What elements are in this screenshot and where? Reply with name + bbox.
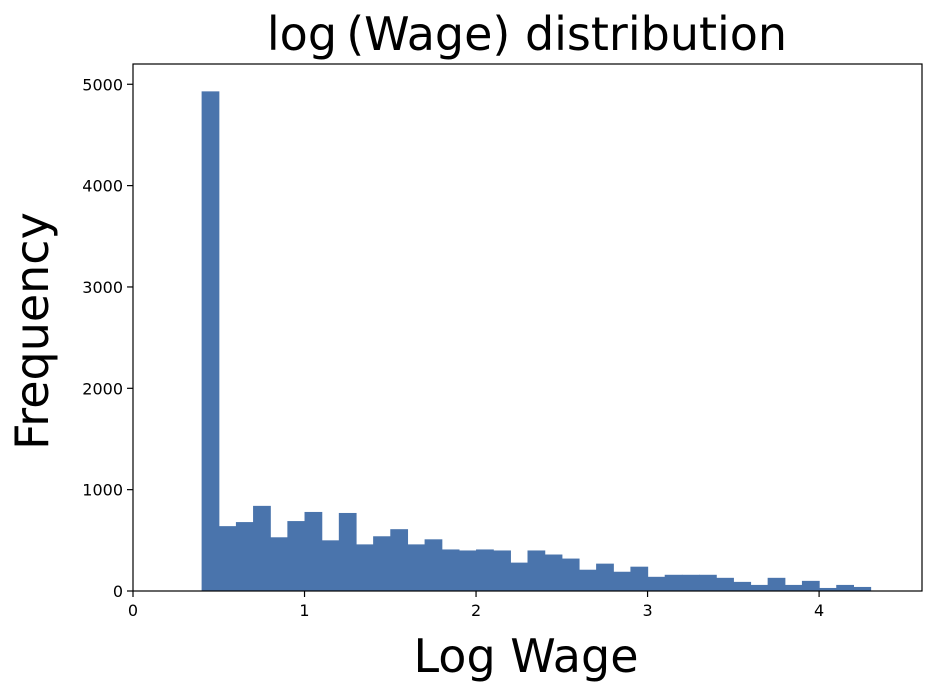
y-tick-label: 1000 [82,481,123,500]
histogram-bar [321,540,340,591]
y-axis-ticks: 0 1000 2000 3000 4000 5000 [82,75,133,601]
histogram-bar [544,554,563,591]
histogram-bar [424,539,443,591]
x-tick-label: 1 [299,601,309,620]
histogram-bar [699,574,717,591]
histogram-bar [201,91,220,591]
histogram-bar [561,558,580,591]
x-tick-label: 0 [128,601,138,620]
histogram-bar [750,584,769,591]
histogram-bar [270,537,288,591]
histogram-bar [767,577,786,591]
histogram-bar [853,586,872,591]
x-tick-label: 3 [642,601,652,620]
histogram-bar [476,549,494,591]
histogram-bar [253,505,271,591]
histogram-bar [218,526,237,591]
histogram-bar [493,550,511,591]
histogram-bar [578,569,597,591]
bars-group [201,91,872,591]
histogram-bar [647,576,666,591]
y-tick-label: 3000 [82,278,123,297]
y-tick-label: 5000 [82,75,123,94]
histogram-bar [681,574,700,591]
histogram-bar [304,511,323,591]
x-tick-label: 4 [814,601,824,620]
histogram-bar [355,544,374,591]
histogram-bar [784,584,803,591]
histogram-bar [458,550,477,591]
histogram-bar [819,587,837,591]
y-axis-title: Frequency [5,212,59,450]
histogram-bar [287,521,306,591]
histogram-bar [510,562,529,591]
y-tick-label: 0 [113,582,123,601]
plot-frame [132,63,923,592]
histogram-bar [527,550,546,591]
chart-title: log (Wage) distribution [267,7,787,61]
x-tick-label: 2 [471,601,481,620]
histogram-bar [836,584,854,591]
histogram-bar [596,563,614,591]
histogram-bar [613,571,632,591]
y-tick-label: 2000 [82,379,123,398]
histogram-bar [441,549,460,591]
x-axis-ticks: 0 1 2 3 4 [128,591,824,620]
histogram-bar [407,544,426,591]
x-axis-title: Log Wage [413,629,638,683]
histogram-bar [716,577,734,591]
y-tick-label: 4000 [82,177,123,196]
histogram-bar [390,529,409,591]
histogram-bar [630,566,649,591]
histogram-bar [801,580,820,591]
histogram-bar [373,536,391,591]
histogram-bar [235,522,254,591]
histogram-bar [733,581,752,591]
histogram-bar [338,512,357,591]
histogram-bar [664,574,683,591]
